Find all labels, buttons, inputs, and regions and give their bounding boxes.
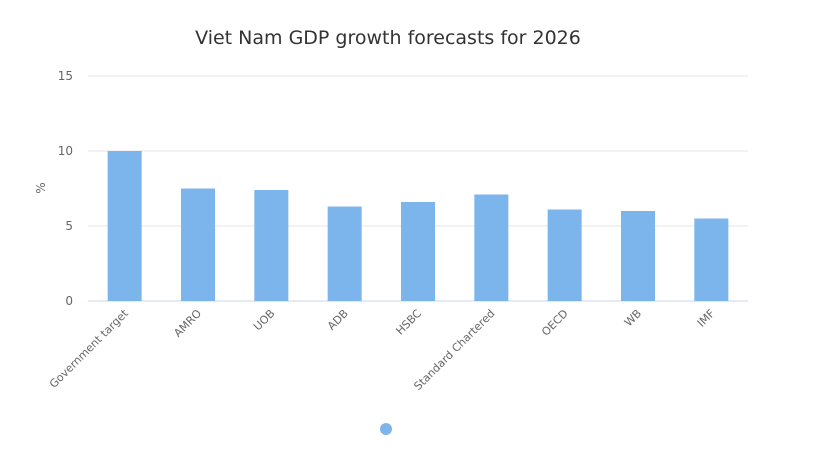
bar[interactable] [327, 206, 362, 302]
x-tick-label: AMRO [171, 307, 204, 340]
x-tick-label: Government target [47, 306, 131, 390]
y-tick-label: 10 [58, 144, 73, 158]
bar[interactable] [181, 188, 215, 302]
x-tick-label: OECD [539, 307, 571, 339]
x-tick-label: WB [622, 307, 644, 329]
x-tick-label: UOB [251, 307, 277, 333]
chart-title: Viet Nam GDP growth forecasts for 2026 [195, 27, 581, 49]
y-tick-label: 5 [65, 219, 73, 233]
x-tick-label: HSBC [394, 307, 425, 338]
bar[interactable] [474, 194, 509, 302]
y-tick-label: 15 [58, 69, 73, 83]
y-axis-label: % [34, 182, 48, 193]
x-tick-label: IMF [695, 307, 718, 330]
bar[interactable] [254, 190, 289, 301]
x-tick-label: Standard Chartered [411, 307, 497, 393]
bar[interactable] [621, 211, 655, 301]
x-tick-label: ADB [325, 307, 351, 333]
bar[interactable] [547, 209, 582, 302]
y-tick-label: 0 [65, 294, 73, 308]
bar[interactable] [107, 151, 142, 301]
legend-dot[interactable] [380, 423, 392, 435]
bar[interactable] [401, 202, 435, 301]
bar[interactable] [694, 218, 729, 302]
